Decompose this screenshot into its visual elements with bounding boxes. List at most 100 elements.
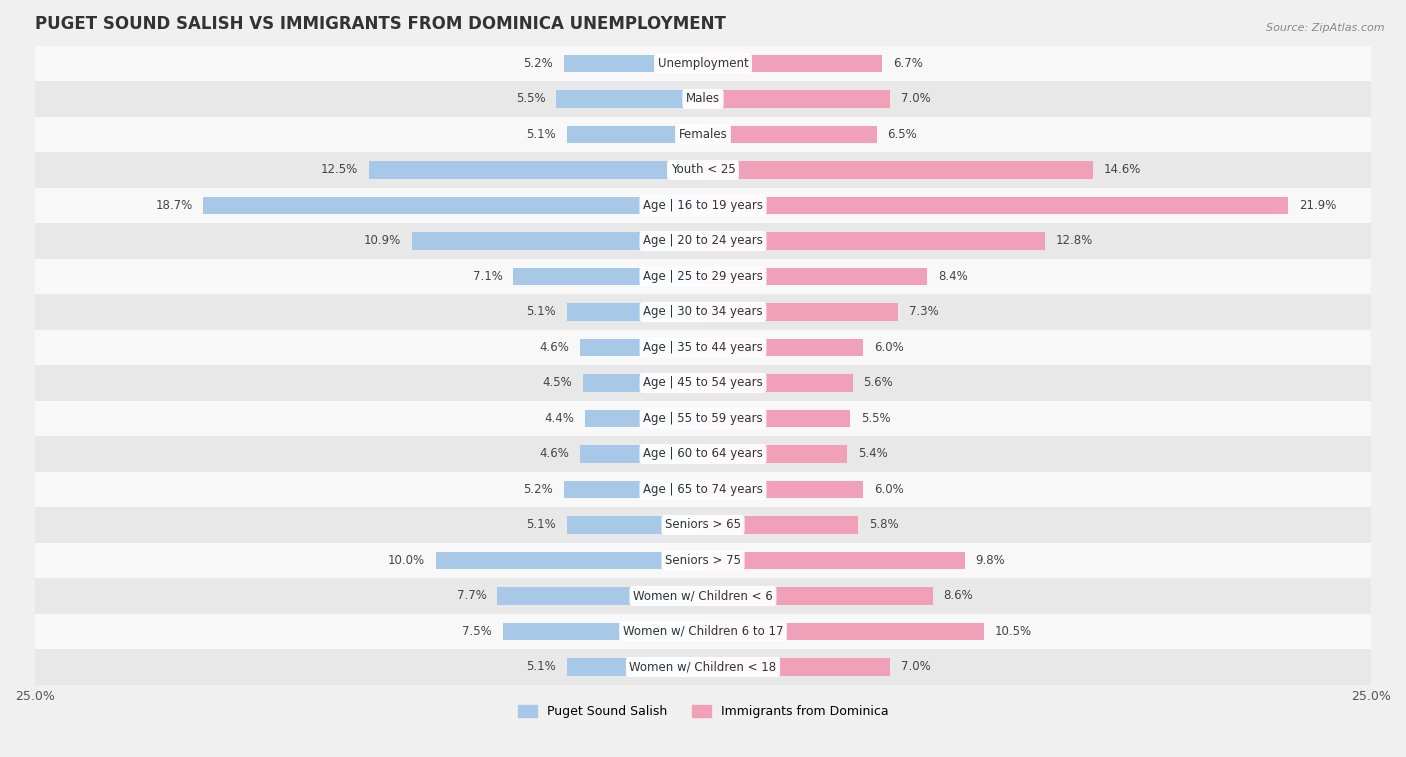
Text: Males: Males [686,92,720,105]
Text: 7.1%: 7.1% [472,270,502,283]
Text: Age | 65 to 74 years: Age | 65 to 74 years [643,483,763,496]
Text: 6.5%: 6.5% [887,128,917,141]
Bar [703,90,890,107]
Bar [35,614,1371,650]
Bar [35,365,1371,400]
Bar [703,658,890,676]
Text: 12.5%: 12.5% [321,164,359,176]
Text: 5.1%: 5.1% [526,128,555,141]
Text: 18.7%: 18.7% [155,199,193,212]
Bar [436,552,703,569]
Text: Age | 16 to 19 years: Age | 16 to 19 years [643,199,763,212]
Text: 4.5%: 4.5% [543,376,572,389]
Bar [35,45,1371,81]
Text: Age | 45 to 54 years: Age | 45 to 54 years [643,376,763,389]
Bar [35,152,1371,188]
Bar [35,223,1371,259]
Text: Women w/ Children 6 to 17: Women w/ Children 6 to 17 [623,625,783,638]
Bar [703,516,858,534]
Text: 6.0%: 6.0% [875,483,904,496]
Bar [35,543,1371,578]
Text: 7.5%: 7.5% [463,625,492,638]
Text: Age | 25 to 29 years: Age | 25 to 29 years [643,270,763,283]
Bar [35,294,1371,330]
Text: Age | 35 to 44 years: Age | 35 to 44 years [643,341,763,354]
Text: 4.6%: 4.6% [540,341,569,354]
Text: Unemployment: Unemployment [658,57,748,70]
Bar [412,232,703,250]
Bar [585,410,703,428]
Bar [703,126,877,143]
Text: 7.0%: 7.0% [901,661,931,674]
Text: Age | 30 to 34 years: Age | 30 to 34 years [643,305,763,319]
Text: 5.2%: 5.2% [523,483,554,496]
Text: Seniors > 75: Seniors > 75 [665,554,741,567]
Text: PUGET SOUND SALISH VS IMMIGRANTS FROM DOMINICA UNEMPLOYMENT: PUGET SOUND SALISH VS IMMIGRANTS FROM DO… [35,15,725,33]
Bar [703,232,1045,250]
Bar [703,481,863,498]
Bar [703,587,932,605]
Text: 5.5%: 5.5% [516,92,546,105]
Bar [35,400,1371,436]
Bar [502,622,703,640]
Bar [567,303,703,321]
Bar [703,267,928,285]
Bar [555,90,703,107]
Bar [513,267,703,285]
Bar [567,126,703,143]
Text: 7.3%: 7.3% [908,305,939,319]
Text: 5.1%: 5.1% [526,661,555,674]
Text: 10.9%: 10.9% [364,235,401,248]
Bar [35,188,1371,223]
Text: Females: Females [679,128,727,141]
Bar [581,338,703,357]
Bar [564,481,703,498]
Legend: Puget Sound Salish, Immigrants from Dominica: Puget Sound Salish, Immigrants from Domi… [513,700,893,723]
Bar [703,55,882,73]
Bar [581,445,703,463]
Bar [567,516,703,534]
Text: Age | 20 to 24 years: Age | 20 to 24 years [643,235,763,248]
Text: Source: ZipAtlas.com: Source: ZipAtlas.com [1267,23,1385,33]
Text: 7.0%: 7.0% [901,92,931,105]
Bar [703,622,984,640]
Text: 6.0%: 6.0% [875,341,904,354]
Text: 5.5%: 5.5% [860,412,890,425]
Bar [35,578,1371,614]
Text: 10.5%: 10.5% [994,625,1032,638]
Text: 8.4%: 8.4% [938,270,967,283]
Bar [703,445,848,463]
Bar [204,197,703,214]
Bar [35,436,1371,472]
Text: 5.6%: 5.6% [863,376,893,389]
Bar [567,658,703,676]
Bar [35,117,1371,152]
Text: 14.6%: 14.6% [1104,164,1142,176]
Bar [703,338,863,357]
Text: Age | 55 to 59 years: Age | 55 to 59 years [643,412,763,425]
Text: Youth < 25: Youth < 25 [671,164,735,176]
Bar [582,374,703,392]
Bar [703,552,965,569]
Bar [703,374,852,392]
Bar [498,587,703,605]
Bar [368,161,703,179]
Bar [35,330,1371,365]
Text: 5.2%: 5.2% [523,57,554,70]
Text: 5.4%: 5.4% [858,447,887,460]
Text: 10.0%: 10.0% [388,554,425,567]
Text: 5.1%: 5.1% [526,519,555,531]
Text: Seniors > 65: Seniors > 65 [665,519,741,531]
Bar [35,472,1371,507]
Bar [35,650,1371,685]
Text: Women w/ Children < 6: Women w/ Children < 6 [633,590,773,603]
Text: 8.6%: 8.6% [943,590,973,603]
Text: 5.1%: 5.1% [526,305,555,319]
Text: 9.8%: 9.8% [976,554,1005,567]
Bar [703,410,851,428]
Text: 6.7%: 6.7% [893,57,922,70]
Bar [703,197,1288,214]
Text: 7.7%: 7.7% [457,590,486,603]
Text: Age | 60 to 64 years: Age | 60 to 64 years [643,447,763,460]
Bar [35,259,1371,294]
